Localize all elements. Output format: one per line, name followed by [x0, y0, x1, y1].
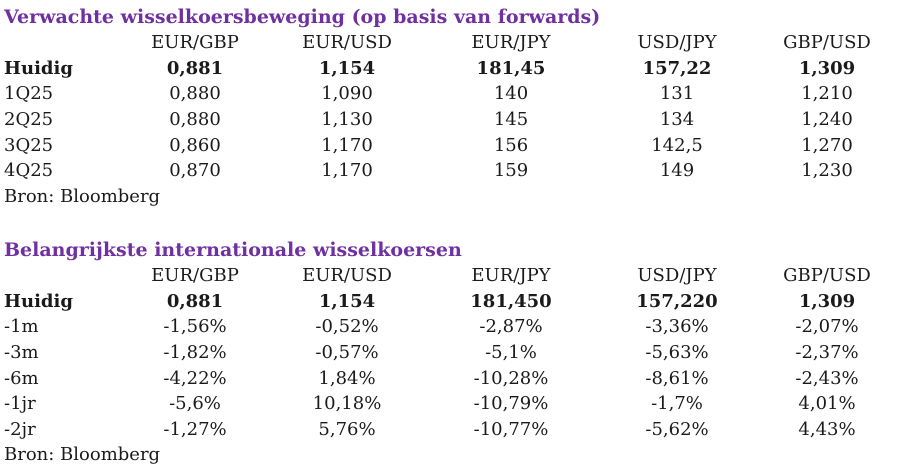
header-cell: EUR/USD	[302, 265, 392, 287]
table-cell: 0,880	[169, 109, 221, 131]
table-cell: 0,880	[169, 83, 221, 105]
table-cell: -2,43%	[795, 367, 859, 389]
header-cell: EUR/USD	[302, 32, 392, 54]
table-cell: 181,450	[470, 290, 552, 312]
table-cell: -2,87%	[479, 316, 543, 338]
header-cell: USD/JPY	[637, 32, 717, 54]
header-cell: EUR/JPY	[471, 32, 551, 54]
header-cell: GBP/USD	[783, 265, 871, 287]
table-cell: 0,860	[169, 134, 221, 156]
table-cell: -10,77%	[473, 418, 549, 440]
row-label: Huidig	[4, 290, 73, 312]
table-cell: 1,210	[801, 83, 853, 105]
table-cell: 10,18%	[312, 393, 382, 415]
row-label: -1m	[4, 316, 39, 338]
table-cell: 1,309	[798, 290, 856, 312]
table-cell: 134	[659, 109, 695, 131]
table-cell: 4,01%	[798, 393, 856, 415]
table-cell: 156	[493, 134, 529, 156]
header-cell: USD/JPY	[637, 265, 717, 287]
table-cell: 0,881	[166, 57, 224, 79]
table-cell: 1,84%	[318, 367, 376, 389]
table-cell: -1,82%	[163, 342, 227, 364]
table-cell: 157,22	[642, 57, 712, 79]
table-cell: 145	[493, 109, 529, 131]
section-title: Verwachte wisselkoersbeweging (op basis …	[4, 6, 601, 28]
forward-exchange-section: Verwachte wisselkoersbeweging (op basis …	[4, 4, 904, 210]
table-cell: 1,270	[801, 134, 853, 156]
exchange-rates-section: Belangrijkste internationale wisselkoers…	[4, 237, 904, 468]
table-header-row: EUR/GBP EUR/USD EUR/JPY USD/JPY GBP/USD	[4, 30, 894, 56]
header-cell: EUR/GBP	[151, 265, 239, 287]
header-cell: EUR/GBP	[151, 32, 239, 54]
table-cell: -2,37%	[795, 342, 859, 364]
row-label: Huidig	[4, 57, 73, 79]
table-cell: -5,63%	[645, 342, 709, 364]
row-label: 1Q25	[4, 83, 54, 105]
table-cell: 131	[659, 83, 695, 105]
table-cell: -4,22%	[163, 367, 227, 389]
table-cell: 1,230	[801, 160, 853, 182]
table-row: -1m -1,56% -0,52% -2,87% -3,36% -2,07%	[4, 314, 894, 340]
row-label: 4Q25	[4, 160, 54, 182]
table-cell: -1,27%	[163, 418, 227, 440]
header-cell: GBP/USD	[783, 32, 871, 54]
table-cell: 1,154	[318, 290, 376, 312]
source-note: Bron: Bloomberg	[4, 185, 161, 207]
table-cell: 5,76%	[318, 418, 376, 440]
table-cell: 181,45	[476, 57, 546, 79]
table-cell: 1,154	[318, 57, 376, 79]
table-cell: -1,7%	[651, 393, 703, 415]
table-cell: 149	[659, 160, 695, 182]
row-label: 2Q25	[4, 109, 54, 131]
table-cell: -2,07%	[795, 316, 859, 338]
table-cell: 1,240	[801, 109, 853, 131]
table-row: Huidig 0,881 1,154 181,45 157,22 1,309	[4, 56, 894, 82]
table-cell: 1,170	[321, 134, 373, 156]
section-title: Belangrijkste internationale wisselkoers…	[4, 239, 462, 261]
row-label: 3Q25	[4, 134, 54, 156]
table-cell: 0,881	[166, 290, 224, 312]
table-cell: 1,309	[798, 57, 856, 79]
table-cell: 1,170	[321, 160, 373, 182]
table-cell: 159	[493, 160, 529, 182]
table-cell: 142,5	[651, 134, 703, 156]
table-row: -2jr -1,27% 5,76% -10,77% -5,62% 4,43%	[4, 417, 894, 443]
table-row: 4Q25 0,870 1,170 159 149 1,230	[4, 158, 894, 184]
row-label: -6m	[4, 367, 39, 389]
table-cell: -5,1%	[485, 342, 537, 364]
table-cell: -5,62%	[645, 418, 709, 440]
table-cell: -0,52%	[315, 316, 379, 338]
exchange-rates-table: EUR/GBP EUR/USD EUR/JPY USD/JPY GBP/USD …	[4, 263, 894, 442]
table-cell: -10,28%	[473, 367, 549, 389]
table-cell: -5,6%	[169, 393, 221, 415]
header-cell: EUR/JPY	[471, 265, 551, 287]
row-label: -1jr	[4, 393, 36, 415]
table-row: Huidig 0,881 1,154 181,450 157,220 1,309	[4, 289, 894, 315]
table-cell: 0,870	[169, 160, 221, 182]
table-row: 1Q25 0,880 1,090 140 131 1,210	[4, 81, 894, 107]
source-note: Bron: Bloomberg	[4, 444, 161, 466]
table-header-row: EUR/GBP EUR/USD EUR/JPY USD/JPY GBP/USD	[4, 263, 894, 289]
table-row: -6m -4,22% 1,84% -10,28% -8,61% -2,43%	[4, 365, 894, 391]
table-cell: 1,090	[321, 83, 373, 105]
table-cell: 140	[493, 83, 529, 105]
table-cell: 1,130	[321, 109, 373, 131]
header-cell	[4, 263, 124, 289]
row-label: -3m	[4, 342, 39, 364]
table-cell: 4,43%	[798, 418, 856, 440]
table-cell: -8,61%	[645, 367, 709, 389]
table-cell: -10,79%	[473, 393, 549, 415]
table-row: -3m -1,82% -0,57% -5,1% -5,63% -2,37%	[4, 340, 894, 366]
table-cell: -3,36%	[645, 316, 709, 338]
row-label: -2jr	[4, 418, 36, 440]
table-cell: 157,220	[636, 290, 718, 312]
forward-rates-table: EUR/GBP EUR/USD EUR/JPY USD/JPY GBP/USD …	[4, 30, 894, 184]
table-cell: -0,57%	[315, 342, 379, 364]
table-cell: -1,56%	[163, 316, 227, 338]
header-cell	[4, 30, 124, 56]
table-row: 3Q25 0,860 1,170 156 142,5 1,270	[4, 132, 894, 158]
table-row: -1jr -5,6% 10,18% -10,79% -1,7% 4,01%	[4, 391, 894, 417]
table-row: 2Q25 0,880 1,130 145 134 1,240	[4, 107, 894, 133]
